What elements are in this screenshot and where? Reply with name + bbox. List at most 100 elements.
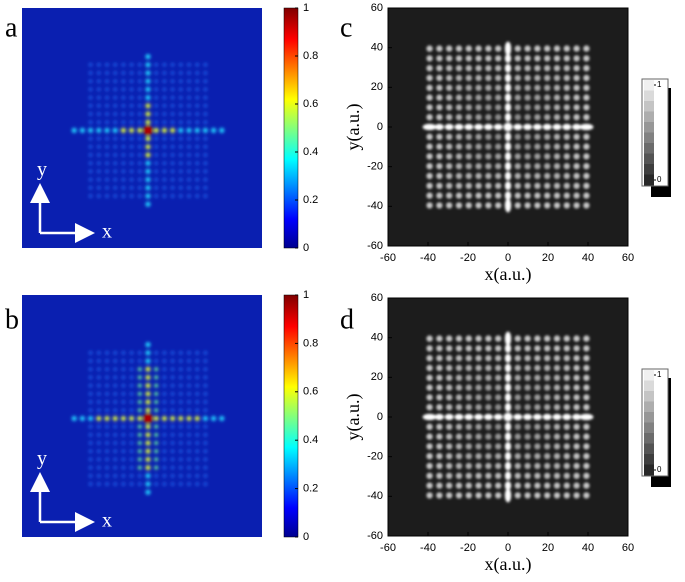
y-tick-label: -40 [367, 490, 383, 502]
spot [137, 120, 142, 125]
spot [583, 143, 590, 150]
spot [495, 394, 502, 401]
spot [162, 144, 167, 149]
spot [563, 492, 570, 499]
colorbar-band [644, 153, 654, 165]
spot [544, 65, 551, 72]
spot [121, 449, 126, 454]
spot [105, 169, 109, 174]
spot [436, 153, 443, 160]
panel-label: d [340, 304, 354, 335]
spot [504, 191, 512, 201]
spot [162, 391, 167, 396]
spot [563, 172, 570, 180]
spot [105, 71, 109, 75]
spot [504, 441, 512, 451]
spot [211, 127, 217, 133]
spot [145, 407, 151, 413]
spot [436, 355, 443, 362]
spot [145, 193, 151, 199]
spot [513, 413, 523, 421]
spot [524, 94, 531, 101]
spot [464, 123, 474, 131]
spot [563, 345, 570, 352]
spot [121, 71, 126, 75]
spot [495, 84, 502, 92]
spot [88, 79, 93, 84]
spot [178, 359, 183, 364]
spot [485, 482, 492, 489]
spot [187, 177, 191, 182]
spot [154, 112, 159, 116]
spot [455, 335, 463, 342]
spot [455, 65, 463, 72]
spot [485, 153, 492, 160]
spot [573, 84, 580, 92]
spot [475, 345, 482, 352]
spot [465, 472, 472, 479]
spot [485, 55, 492, 62]
spot [170, 71, 175, 75]
spot [436, 453, 443, 460]
spot [203, 177, 208, 182]
spot [504, 488, 512, 503]
spot [544, 335, 551, 342]
spot [145, 374, 151, 381]
spot [524, 114, 531, 121]
spot [532, 123, 542, 131]
spot [514, 153, 521, 160]
spot [121, 185, 126, 190]
spot [145, 160, 151, 166]
spot [426, 94, 433, 101]
spot [203, 383, 208, 388]
spot [187, 79, 191, 84]
spot [154, 432, 159, 437]
spot [475, 335, 482, 342]
spot [426, 433, 433, 440]
spot [195, 136, 200, 141]
spot [455, 153, 463, 160]
colorbar-tick-label: 0 [657, 465, 662, 474]
spot [495, 104, 502, 111]
spot [534, 394, 541, 401]
spot [129, 350, 134, 355]
spot [145, 152, 151, 158]
spot [154, 103, 159, 108]
spot [96, 424, 101, 429]
spot [203, 367, 208, 372]
spot [436, 404, 443, 411]
spot [485, 45, 492, 52]
spot [524, 482, 531, 489]
spot [563, 202, 570, 209]
spot [145, 144, 151, 150]
spot [504, 343, 512, 353]
spot [455, 45, 463, 52]
spot [426, 453, 433, 460]
colorbar-band [644, 164, 654, 175]
colorbar-band [644, 464, 654, 476]
spot [485, 404, 492, 411]
spot [187, 153, 191, 157]
spot [446, 114, 453, 121]
spot [446, 202, 453, 209]
spot [534, 74, 541, 82]
spot [455, 163, 463, 170]
spot [563, 433, 570, 440]
spot [436, 202, 443, 209]
spot [145, 366, 151, 372]
spot [129, 424, 134, 429]
spot [154, 62, 159, 67]
spot [195, 449, 200, 454]
spot [105, 375, 109, 380]
spot [203, 103, 208, 108]
spot [178, 71, 183, 75]
spot [573, 45, 580, 52]
spot [475, 404, 482, 411]
spot [495, 423, 502, 430]
spot [105, 457, 109, 462]
spot [446, 453, 453, 460]
spot [583, 163, 590, 170]
spot [583, 443, 590, 450]
spot [504, 373, 512, 383]
spot [88, 375, 93, 380]
